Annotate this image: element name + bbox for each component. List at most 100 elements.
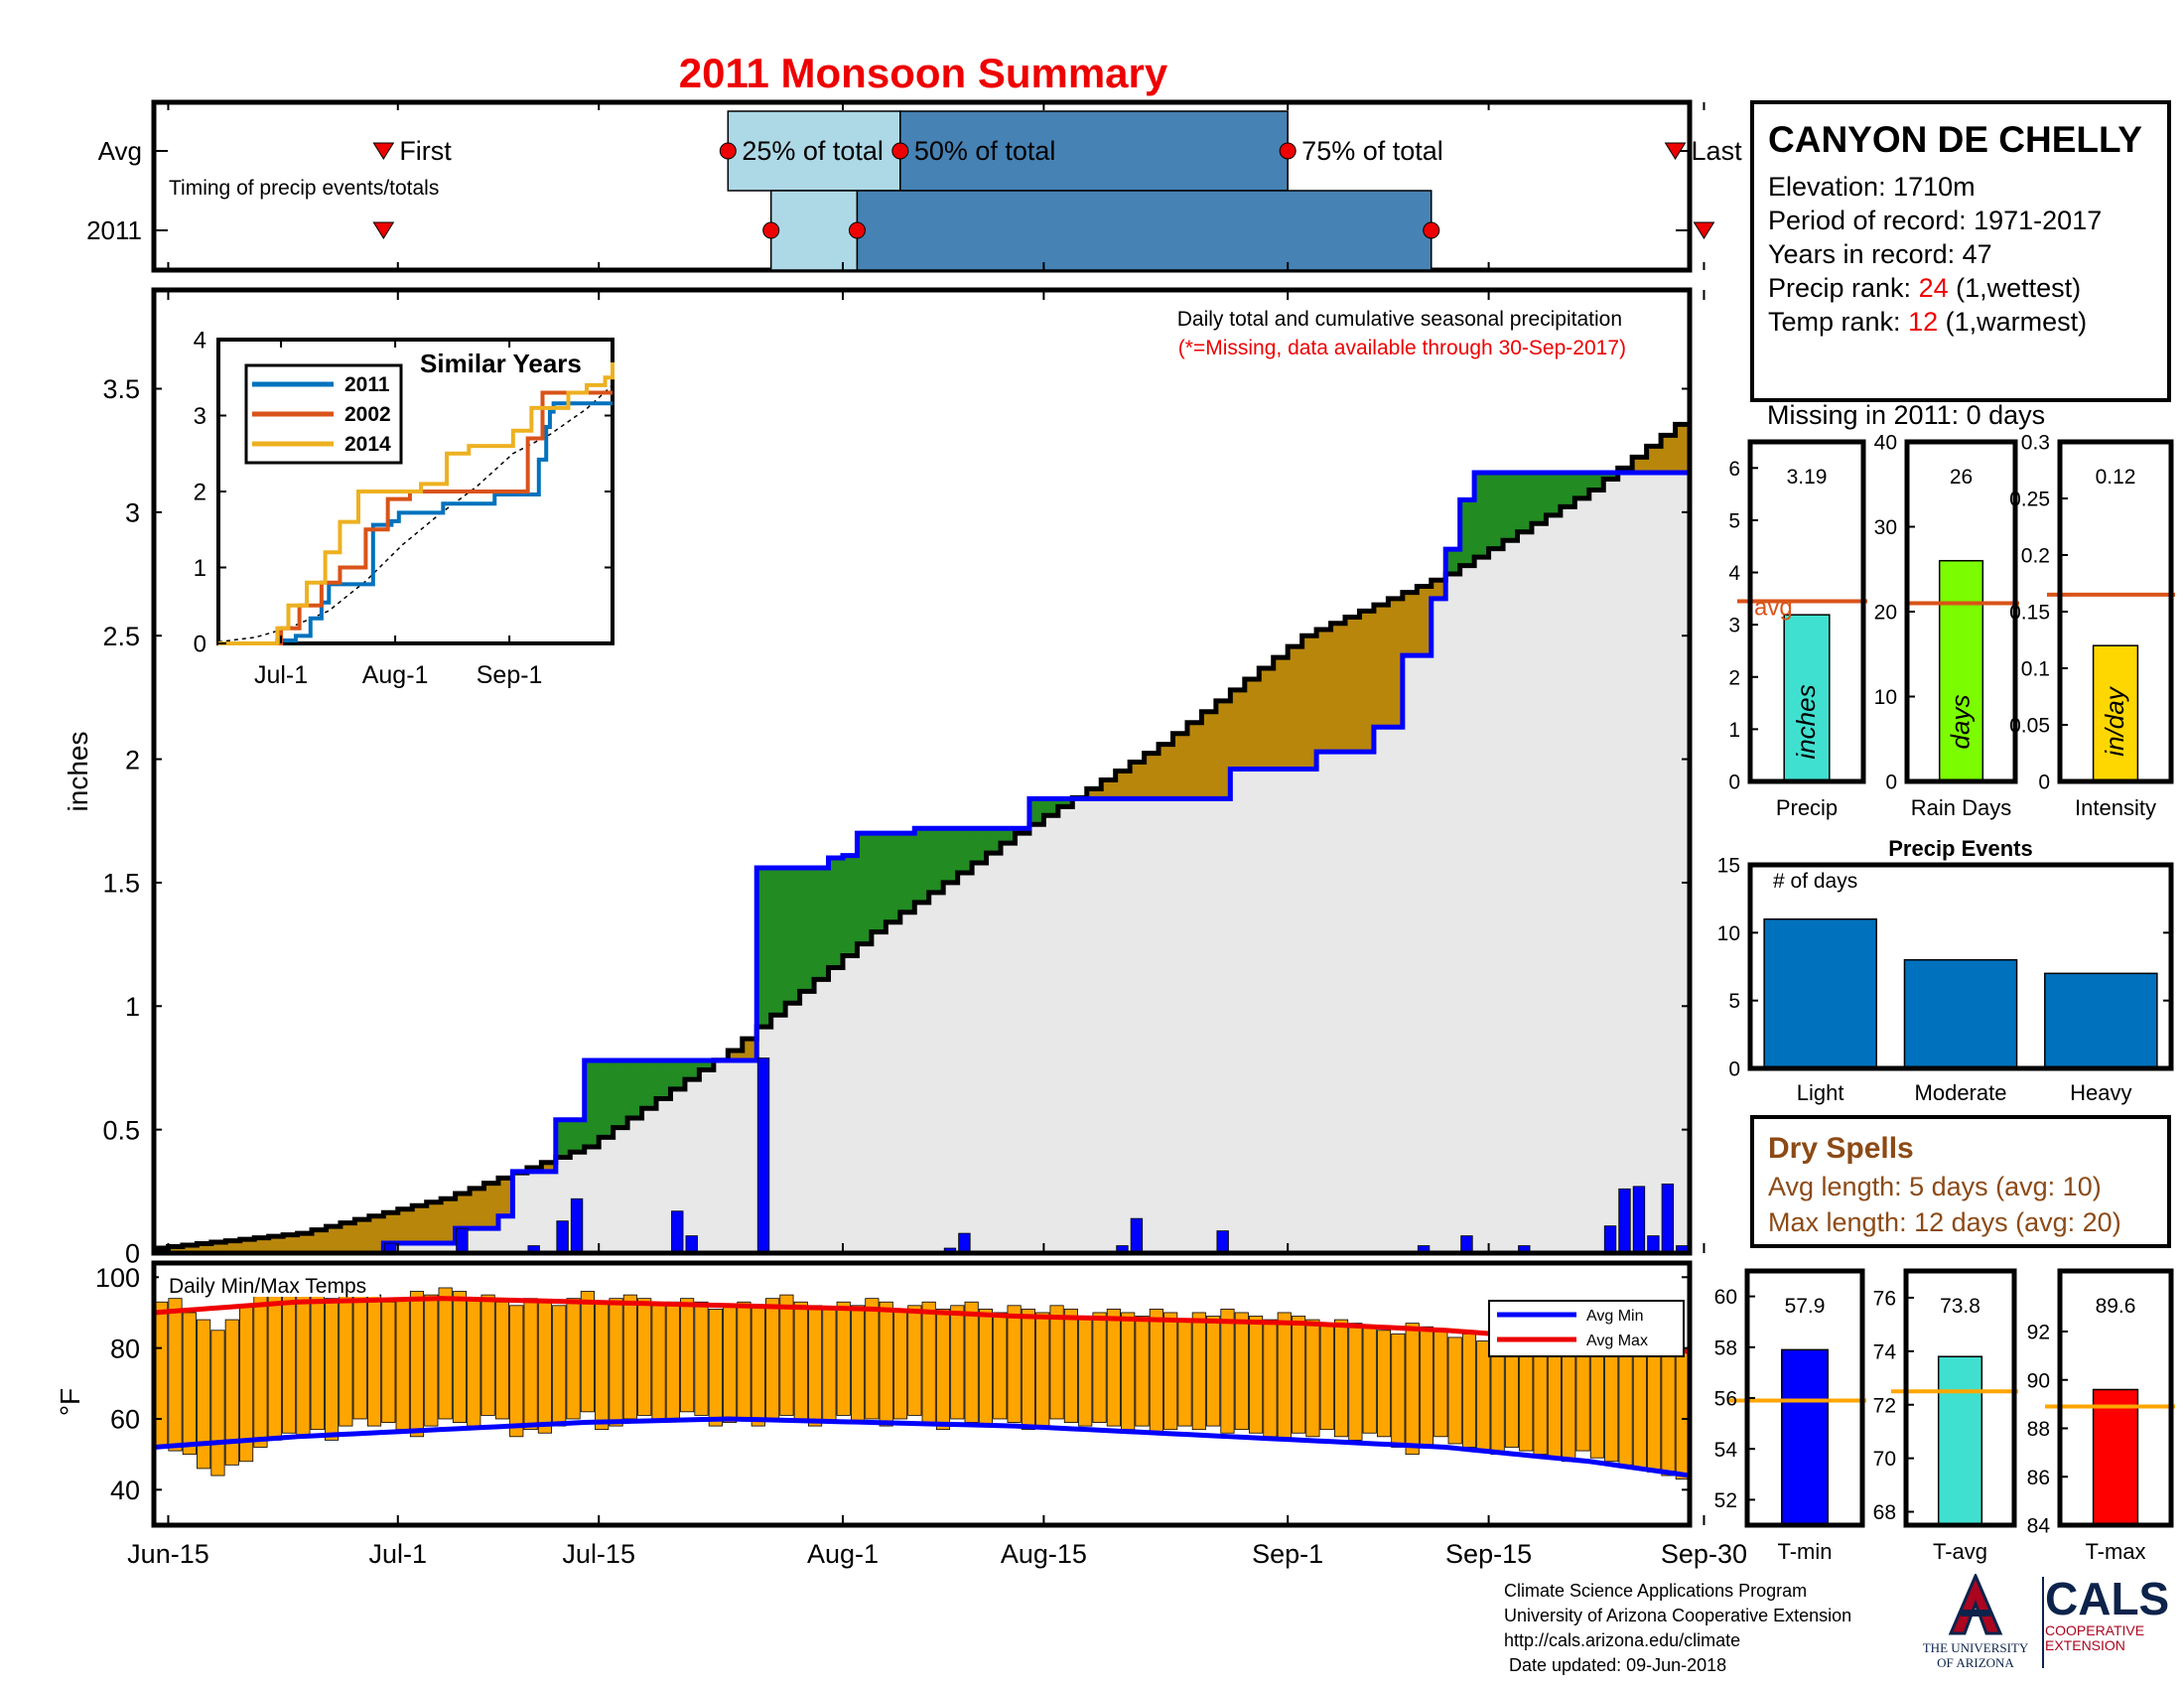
below-average-area bbox=[1130, 762, 1146, 799]
daily-temp-bar bbox=[865, 1298, 880, 1420]
timing-box-q50-q75 bbox=[899, 110, 1289, 192]
elevation-label: Elevation: 1710m bbox=[1768, 172, 1976, 202]
below-average-area bbox=[1330, 623, 1346, 753]
daily-precip-bar bbox=[685, 1235, 698, 1254]
credits-date: Date updated: 09-Jun-2018 bbox=[1504, 1655, 1727, 1675]
temp-rank-suffix: (1,warmest) bbox=[1938, 307, 2088, 337]
events-annotation: # of days bbox=[1773, 870, 1857, 893]
timing-label-q25: 25% of total bbox=[742, 136, 884, 166]
daily-precip-bar bbox=[1460, 1235, 1473, 1254]
temp-rank-prefix: Temp rank: bbox=[1768, 307, 1909, 337]
temp-rank-line: Temp rank: 12 (1,warmest) bbox=[1768, 305, 2153, 339]
precip_small-xlabel: Precip bbox=[1776, 795, 1838, 820]
daily-temp-bar bbox=[708, 1308, 723, 1427]
raindays_small-xlabel: Rain Days bbox=[1911, 795, 2011, 820]
y-tick-label: 2 bbox=[125, 745, 140, 774]
y-tick-label: 74 bbox=[1873, 1340, 1897, 1363]
timing-quantile-marker bbox=[1423, 221, 1440, 239]
daily-temp-bar bbox=[1177, 1319, 1192, 1427]
daily-temp-bar bbox=[1135, 1316, 1150, 1427]
above-average-area bbox=[584, 1060, 600, 1148]
precip_small-value: 3.19 bbox=[1787, 466, 1828, 489]
avg-min-temp-line bbox=[153, 1416, 1691, 1478]
above-average-area bbox=[1028, 798, 1044, 825]
daily-temp-bar bbox=[879, 1301, 893, 1427]
daily-temp-bar bbox=[850, 1305, 866, 1423]
daily-temp-bar bbox=[1292, 1316, 1306, 1434]
temps-legend-label: Avg Min bbox=[1586, 1308, 1644, 1325]
below-average-area bbox=[1101, 779, 1117, 799]
above-average-area bbox=[1503, 473, 1519, 541]
daily-temp-bar bbox=[224, 1319, 239, 1466]
daily-temp-bar bbox=[1461, 1333, 1477, 1448]
daily-temp-bar bbox=[480, 1294, 495, 1416]
daily-temp-bar bbox=[1519, 1347, 1534, 1452]
precip_small-frame bbox=[1747, 439, 1866, 784]
daily-temp-bar bbox=[210, 1330, 225, 1477]
common-precip-area bbox=[154, 473, 1690, 1253]
credits-url[interactable]: http://cals.arizona.edu/climate bbox=[1504, 1630, 1741, 1650]
dry-spells-box: Dry Spells Avg length: 5 days (avg: 10) … bbox=[1750, 1115, 2171, 1248]
daily-temp-bar bbox=[993, 1312, 1008, 1420]
above-average-area bbox=[785, 868, 801, 1004]
daily-temp-bar bbox=[381, 1301, 396, 1423]
y-tick-label: 0.25 bbox=[2009, 489, 2050, 511]
y-tick-label: 3 bbox=[1728, 615, 1740, 637]
precip-rank-prefix: Precip rank: bbox=[1768, 273, 1919, 303]
daily-temp-bar bbox=[1249, 1316, 1264, 1434]
x-tick-label: Sep-1 bbox=[477, 661, 543, 689]
avg-cumulative-line bbox=[154, 413, 1693, 1251]
daily-temp-bar bbox=[808, 1305, 823, 1427]
daily-temp-bar bbox=[253, 1291, 268, 1448]
temps-plot-frame bbox=[151, 1260, 1693, 1528]
daily-temp-bar bbox=[324, 1298, 340, 1441]
y-tick-label: 20 bbox=[1874, 602, 1897, 625]
precip-avg-label: avg bbox=[1754, 594, 1793, 621]
dry-spells-avg-length: Avg length: 5 days (avg: 10) bbox=[1768, 1172, 2102, 1201]
x-tick-label: Aug-1 bbox=[807, 1539, 879, 1569]
daily-temp-bar bbox=[1661, 1347, 1676, 1477]
below-average-area bbox=[1373, 605, 1389, 728]
y-tick-label: 60 bbox=[110, 1405, 140, 1435]
above-average-area bbox=[1546, 473, 1562, 515]
raindays_small-bar bbox=[1938, 559, 1984, 782]
y-tick-label: 80 bbox=[110, 1334, 140, 1363]
intensity_small-xlabel: Intensity bbox=[2075, 795, 2156, 820]
y-tick-label: 0 bbox=[1728, 772, 1740, 794]
tmin_small-bar bbox=[1781, 1348, 1829, 1526]
cumulative-2011-line bbox=[154, 470, 1690, 1256]
daily-precip-bar bbox=[756, 1057, 770, 1254]
y-tick-label: 0.3 bbox=[2021, 432, 2050, 455]
similar-series-2002 bbox=[218, 390, 613, 645]
y-axis-label: inches bbox=[63, 732, 93, 812]
above-average-area bbox=[1445, 549, 1461, 575]
daily-temp-bar bbox=[509, 1305, 524, 1438]
daily-temp-bar bbox=[1319, 1323, 1334, 1431]
ua-text-line1: THE UNIVERSITY bbox=[1922, 1640, 2029, 1655]
y-tick-label: 68 bbox=[1873, 1501, 1896, 1524]
below-average-area bbox=[1273, 657, 1289, 770]
precip-rank-value: 24 bbox=[1918, 273, 1949, 303]
daily-temp-bar bbox=[1376, 1330, 1392, 1438]
above-average-area bbox=[972, 828, 988, 864]
below-average-area bbox=[168, 1246, 184, 1253]
below-average-area bbox=[268, 1236, 284, 1253]
y-tick-label: 5 bbox=[1728, 990, 1740, 1013]
below-average-area bbox=[368, 1215, 384, 1253]
above-average-area bbox=[599, 1060, 614, 1138]
below-average-area bbox=[182, 1245, 198, 1253]
y-tick-label: 0 bbox=[194, 632, 206, 658]
below-average-area bbox=[742, 1039, 757, 1060]
above-average-area bbox=[857, 833, 873, 944]
timing-box-q25-q50 bbox=[727, 110, 901, 192]
below-average-area bbox=[225, 1240, 241, 1253]
x-tick-label: Jul-1 bbox=[254, 661, 308, 689]
precip_small-bar-label: inches bbox=[1791, 684, 1821, 759]
logo-divider bbox=[2042, 1577, 2044, 1668]
timing-first-last-marker bbox=[1664, 142, 1687, 160]
tmax_small-bar bbox=[2092, 1388, 2139, 1526]
below-average-area bbox=[455, 1194, 471, 1229]
timing-quantile-marker bbox=[719, 142, 737, 160]
below-average-area bbox=[210, 1242, 226, 1253]
daily-temp-bar bbox=[1007, 1305, 1022, 1423]
